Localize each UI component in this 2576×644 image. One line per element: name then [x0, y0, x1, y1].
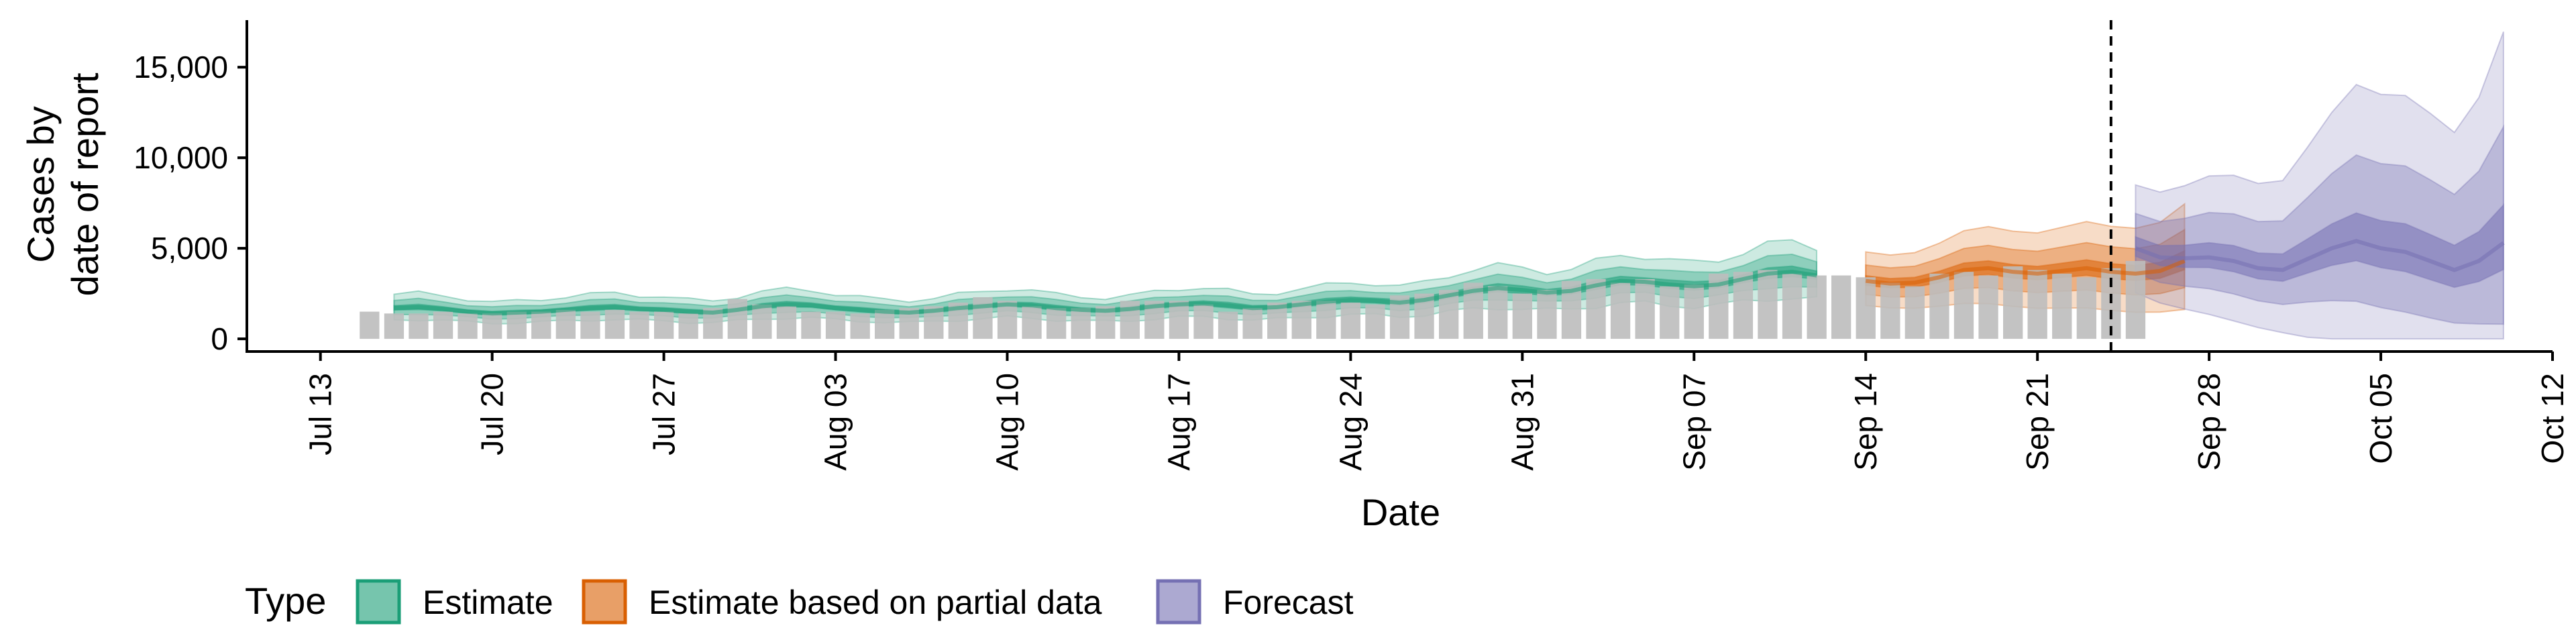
reported-cases-bar — [727, 299, 747, 339]
legend-label-partial: Estimate based on partial data — [649, 584, 1102, 621]
reported-cases-bar — [654, 311, 674, 339]
reported-cases-bar — [360, 311, 380, 339]
y-tick-label: 0 — [211, 321, 228, 356]
reported-cases-bar — [1953, 272, 1974, 339]
y-tick-label: 15,000 — [133, 50, 228, 85]
median-forecast — [2135, 239, 2505, 272]
reported-cases-bar — [1684, 284, 1704, 339]
reported-cases-bar — [825, 311, 846, 339]
reported-cases-bar — [1586, 279, 1606, 339]
reported-cases-bar — [1022, 306, 1042, 339]
reported-cases-bar — [1929, 273, 1949, 339]
x-tick-label: Aug 24 — [1333, 373, 1368, 471]
y-axis-ticks: 0 5,000 10,000 15,000 — [133, 50, 247, 356]
x-tick-label: Jul 27 — [647, 373, 682, 455]
x-axis-ticks: Jul 13 Jul 20 Jul 27 Aug 03 Aug 10 Aug 17 Aug … — [303, 352, 2570, 471]
reported-cases-bar — [482, 313, 502, 339]
reported-cases-bar — [1733, 272, 1754, 339]
legend-label-forecast: Forecast — [1223, 584, 1354, 621]
x-tick-label: Aug 17 — [1161, 373, 1196, 471]
reported-cases-bar — [1660, 286, 1680, 339]
x-tick-label: Jul 20 — [475, 373, 510, 455]
reported-cases-bar — [604, 309, 625, 339]
reported-cases-bar — [2076, 277, 2096, 339]
reported-cases-bar — [1537, 290, 1557, 339]
band-forecast-2 — [2135, 203, 2504, 288]
legend: Type Estimate Estimate based on partial … — [245, 579, 1354, 625]
reported-cases-bar — [2052, 273, 2072, 339]
x-tick-label: Jul 13 — [303, 373, 338, 455]
reported-cases-bar — [2003, 266, 2023, 339]
reported-cases-bar — [973, 297, 993, 339]
reported-cases-bar — [1071, 308, 1091, 339]
x-tick-label: Sep 14 — [1848, 373, 1883, 471]
reported-cases-bar — [1904, 286, 1925, 339]
x-tick-label: Oct 05 — [2363, 373, 2398, 464]
legend-swatch-partial — [582, 579, 627, 625]
reported-cases-bar — [1856, 277, 1876, 339]
reported-cases-bar — [1758, 270, 1778, 339]
reported-cases-bar — [1242, 308, 1263, 339]
reported-cases-bar — [1782, 273, 1803, 339]
reported-cases-bar — [1169, 301, 1189, 339]
reported-cases-bar — [531, 311, 551, 339]
reported-cases-bar — [678, 313, 698, 339]
reported-cases-bar — [458, 313, 478, 339]
bars-layer — [360, 261, 2146, 339]
y-tick-label: 5,000 — [151, 231, 228, 266]
reported-cases-bar — [1316, 301, 1336, 339]
x-tick-label: Sep 07 — [1676, 373, 1711, 471]
reported-cases-bar — [506, 311, 527, 339]
reported-cases-bar — [1365, 304, 1385, 339]
reported-cases-bar — [1488, 286, 1508, 339]
reported-cases-bar — [1807, 275, 1827, 339]
reported-cases-bar — [1831, 275, 1851, 339]
reported-cases-bar — [629, 311, 649, 339]
legend-swatch-estimate — [356, 579, 401, 625]
x-tick-label: Aug 10 — [989, 373, 1024, 471]
reported-cases-bar — [1340, 303, 1360, 339]
reported-cases-bar — [776, 306, 797, 339]
reported-cases-bar — [433, 311, 453, 339]
x-tick-label: Aug 03 — [818, 373, 853, 471]
median-estimate-based-on-partial-data — [1865, 259, 2186, 286]
x-tick-label: Sep 28 — [2192, 373, 2226, 471]
y-tick-label: 10,000 — [133, 140, 228, 175]
x-tick-label: Oct 12 — [2535, 373, 2570, 464]
legend-label-estimate: Estimate — [423, 584, 553, 621]
reported-cases-bar — [384, 313, 405, 339]
reported-cases-bar — [850, 313, 870, 339]
x-tick-label: Aug 31 — [1505, 373, 1540, 471]
reported-cases-bar — [1978, 275, 1998, 339]
reported-cases-bar — [555, 309, 576, 339]
reported-cases-bar — [580, 311, 600, 339]
reported-cases-bar — [1635, 279, 1655, 339]
legend-swatch-forecast — [1156, 579, 1201, 625]
reported-cases-bar — [1880, 282, 1900, 339]
x-tick-label: Sep 21 — [2020, 373, 2055, 471]
x-axis-title: Date — [1361, 491, 1440, 533]
reported-cases-bar — [1046, 308, 1067, 339]
median-layer — [394, 239, 2505, 316]
reported-cases-bar — [1610, 282, 1631, 339]
reported-cases-bar — [1218, 311, 1238, 339]
reported-cases-bar — [875, 309, 895, 339]
band-forecast-1 — [2135, 124, 2504, 325]
reported-cases-bar — [801, 311, 821, 339]
reported-cases-bar — [409, 313, 429, 339]
median-estimate — [394, 270, 1817, 316]
reported-cases-bar — [2027, 270, 2047, 339]
legend-title: Type — [245, 580, 326, 622]
reported-cases-bar — [997, 301, 1018, 339]
reported-cases-bar — [1193, 304, 1214, 339]
y-axis-title-line1: Cases by — [19, 106, 62, 262]
reported-cases-bar — [1512, 293, 1532, 339]
reported-cases-bar — [752, 304, 772, 339]
y-axis-title-line2: date of report — [64, 72, 106, 297]
